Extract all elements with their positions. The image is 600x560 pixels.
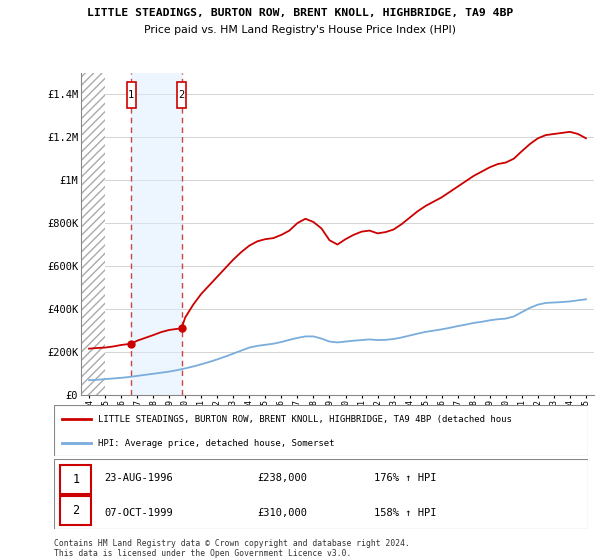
Text: LITTLE STEADINGS, BURTON ROW, BRENT KNOLL, HIGHBRIDGE, TA9 4BP: LITTLE STEADINGS, BURTON ROW, BRENT KNOL…	[87, 8, 513, 18]
Text: 158% ↑ HPI: 158% ↑ HPI	[374, 508, 437, 518]
Text: 2: 2	[73, 504, 79, 517]
FancyBboxPatch shape	[61, 465, 91, 494]
Text: Contains HM Land Registry data © Crown copyright and database right 2024.
This d: Contains HM Land Registry data © Crown c…	[54, 539, 410, 558]
FancyBboxPatch shape	[177, 82, 187, 108]
Text: Price paid vs. HM Land Registry's House Price Index (HPI): Price paid vs. HM Land Registry's House …	[144, 25, 456, 35]
Text: LITTLE STEADINGS, BURTON ROW, BRENT KNOLL, HIGHBRIDGE, TA9 4BP (detached hous: LITTLE STEADINGS, BURTON ROW, BRENT KNOL…	[98, 415, 512, 424]
FancyBboxPatch shape	[61, 496, 91, 525]
Text: £238,000: £238,000	[257, 473, 307, 483]
Text: 1: 1	[128, 90, 134, 100]
Text: HPI: Average price, detached house, Somerset: HPI: Average price, detached house, Some…	[98, 438, 334, 447]
Text: 176% ↑ HPI: 176% ↑ HPI	[374, 473, 437, 483]
Text: £310,000: £310,000	[257, 508, 307, 518]
Text: 2: 2	[178, 90, 185, 100]
Text: 07-OCT-1999: 07-OCT-1999	[105, 508, 173, 518]
Bar	[81, 73, 105, 395]
Text: 23-AUG-1996: 23-AUG-1996	[105, 473, 173, 483]
FancyBboxPatch shape	[54, 405, 588, 456]
Bar	[131, 73, 182, 395]
FancyBboxPatch shape	[127, 82, 136, 108]
Text: 1: 1	[73, 473, 79, 486]
FancyBboxPatch shape	[54, 459, 588, 529]
